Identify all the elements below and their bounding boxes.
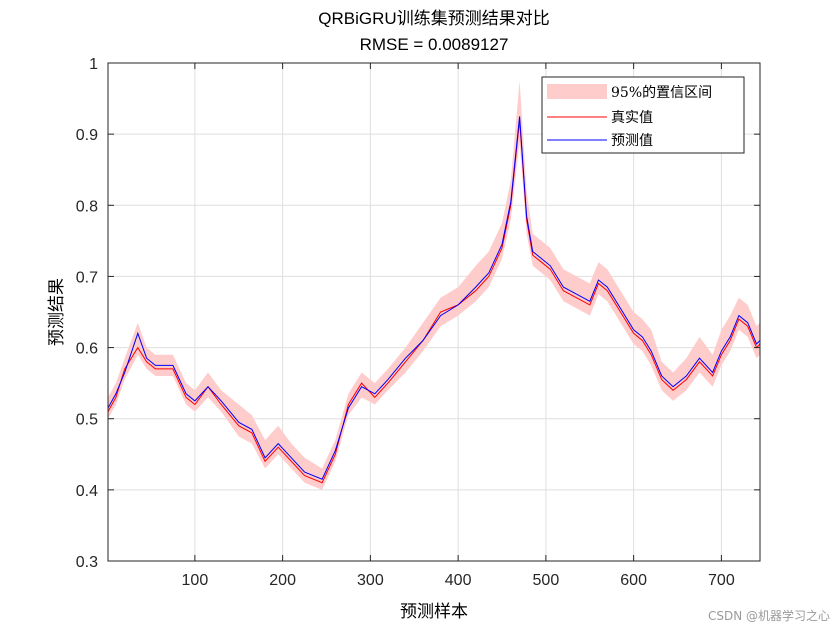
x-tick-label: 100	[182, 572, 209, 589]
x-tick-label: 500	[533, 572, 560, 589]
y-tick-label: 0.6	[76, 341, 98, 358]
x-tick-label: 200	[269, 572, 296, 589]
x-axis-ticks: 100 200 300 400 500 600 700	[182, 63, 735, 589]
legend-swatch-interval	[547, 84, 607, 99]
legend-label-true-values: 真实值	[611, 110, 653, 126]
y-tick-label: 0.3	[76, 554, 98, 571]
y-tick-label: 0.4	[76, 483, 98, 500]
chart-title: QRBiGRU训练集预测结果对比	[318, 9, 549, 28]
legend-label-predicted-values: 预测值	[611, 133, 653, 149]
x-tick-label: 400	[445, 572, 472, 589]
legend-label-interval: 95%的置信区间	[611, 85, 712, 101]
watermark-text: CSDN @机器学习之心	[707, 609, 830, 623]
chart-subtitle: RMSE = 0.0089127	[360, 35, 509, 54]
y-tick-label: 0.5	[76, 412, 98, 429]
y-tick-label: 0.8	[76, 198, 98, 215]
y-axis-label: 预测结果	[47, 278, 67, 346]
y-axis-ticks: 0.3 0.4 0.5 0.6 0.7 0.8 0.9 1	[76, 56, 760, 571]
series-line-predicted-values	[108, 116, 760, 480]
y-tick-label: 1	[89, 56, 98, 73]
plot-frame	[107, 62, 761, 562]
y-tick-label: 0.9	[76, 127, 98, 144]
legend: 95%的置信区间 真实值 预测值	[541, 76, 745, 154]
y-tick-label: 0.7	[76, 269, 98, 286]
x-tick-label: 600	[620, 572, 647, 589]
x-tick-label: 300	[357, 572, 384, 589]
x-tick-label: 700	[708, 572, 735, 589]
x-axis-label: 预测样本	[400, 602, 468, 622]
